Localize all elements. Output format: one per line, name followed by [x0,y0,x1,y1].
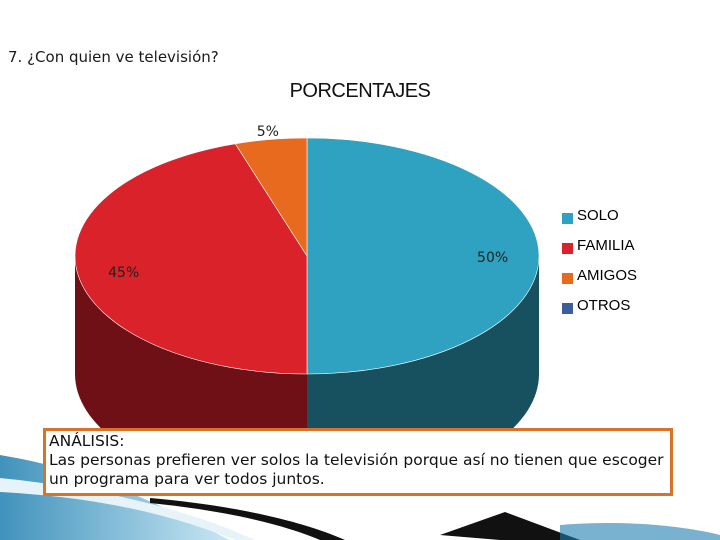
data-label-familia: 45% [108,265,139,281]
pie-slice-solo [306,137,540,375]
chart-title: PORCENTAJES [289,80,431,102]
pie-slice-amigos [234,137,308,258]
pie-slice-familia [74,143,308,375]
legend-swatch-otros [562,302,573,314]
legend-label-otros: OTROS [577,296,631,314]
data-label-solo: 50% [477,250,508,266]
analysis-heading: ANÁLISIS: [49,432,125,450]
analysis-text: Las personas prefieren ver solos la tele… [49,451,664,488]
legend-swatch-familia [562,242,573,254]
legend: SOLO FAMILIA AMIGOS OTROS [562,200,637,320]
legend-label-familia: FAMILIA [577,236,635,254]
legend-swatch-solo [562,212,573,224]
analysis-box: ANÁLISIS: Las personas prefieren ver sol… [43,428,673,496]
legend-label-solo: SOLO [577,206,619,224]
question-title: 7. ¿Con quien ve televisión? [8,48,219,66]
data-label-amigos: 5% [257,124,279,140]
legend-item-solo: SOLO [562,200,637,230]
legend-item-familia: FAMILIA [562,230,637,260]
legend-swatch-amigos [562,272,573,284]
legend-item-amigos: AMIGOS [562,260,637,290]
legend-item-otros: OTROS [562,290,637,320]
legend-label-amigos: AMIGOS [577,266,638,284]
